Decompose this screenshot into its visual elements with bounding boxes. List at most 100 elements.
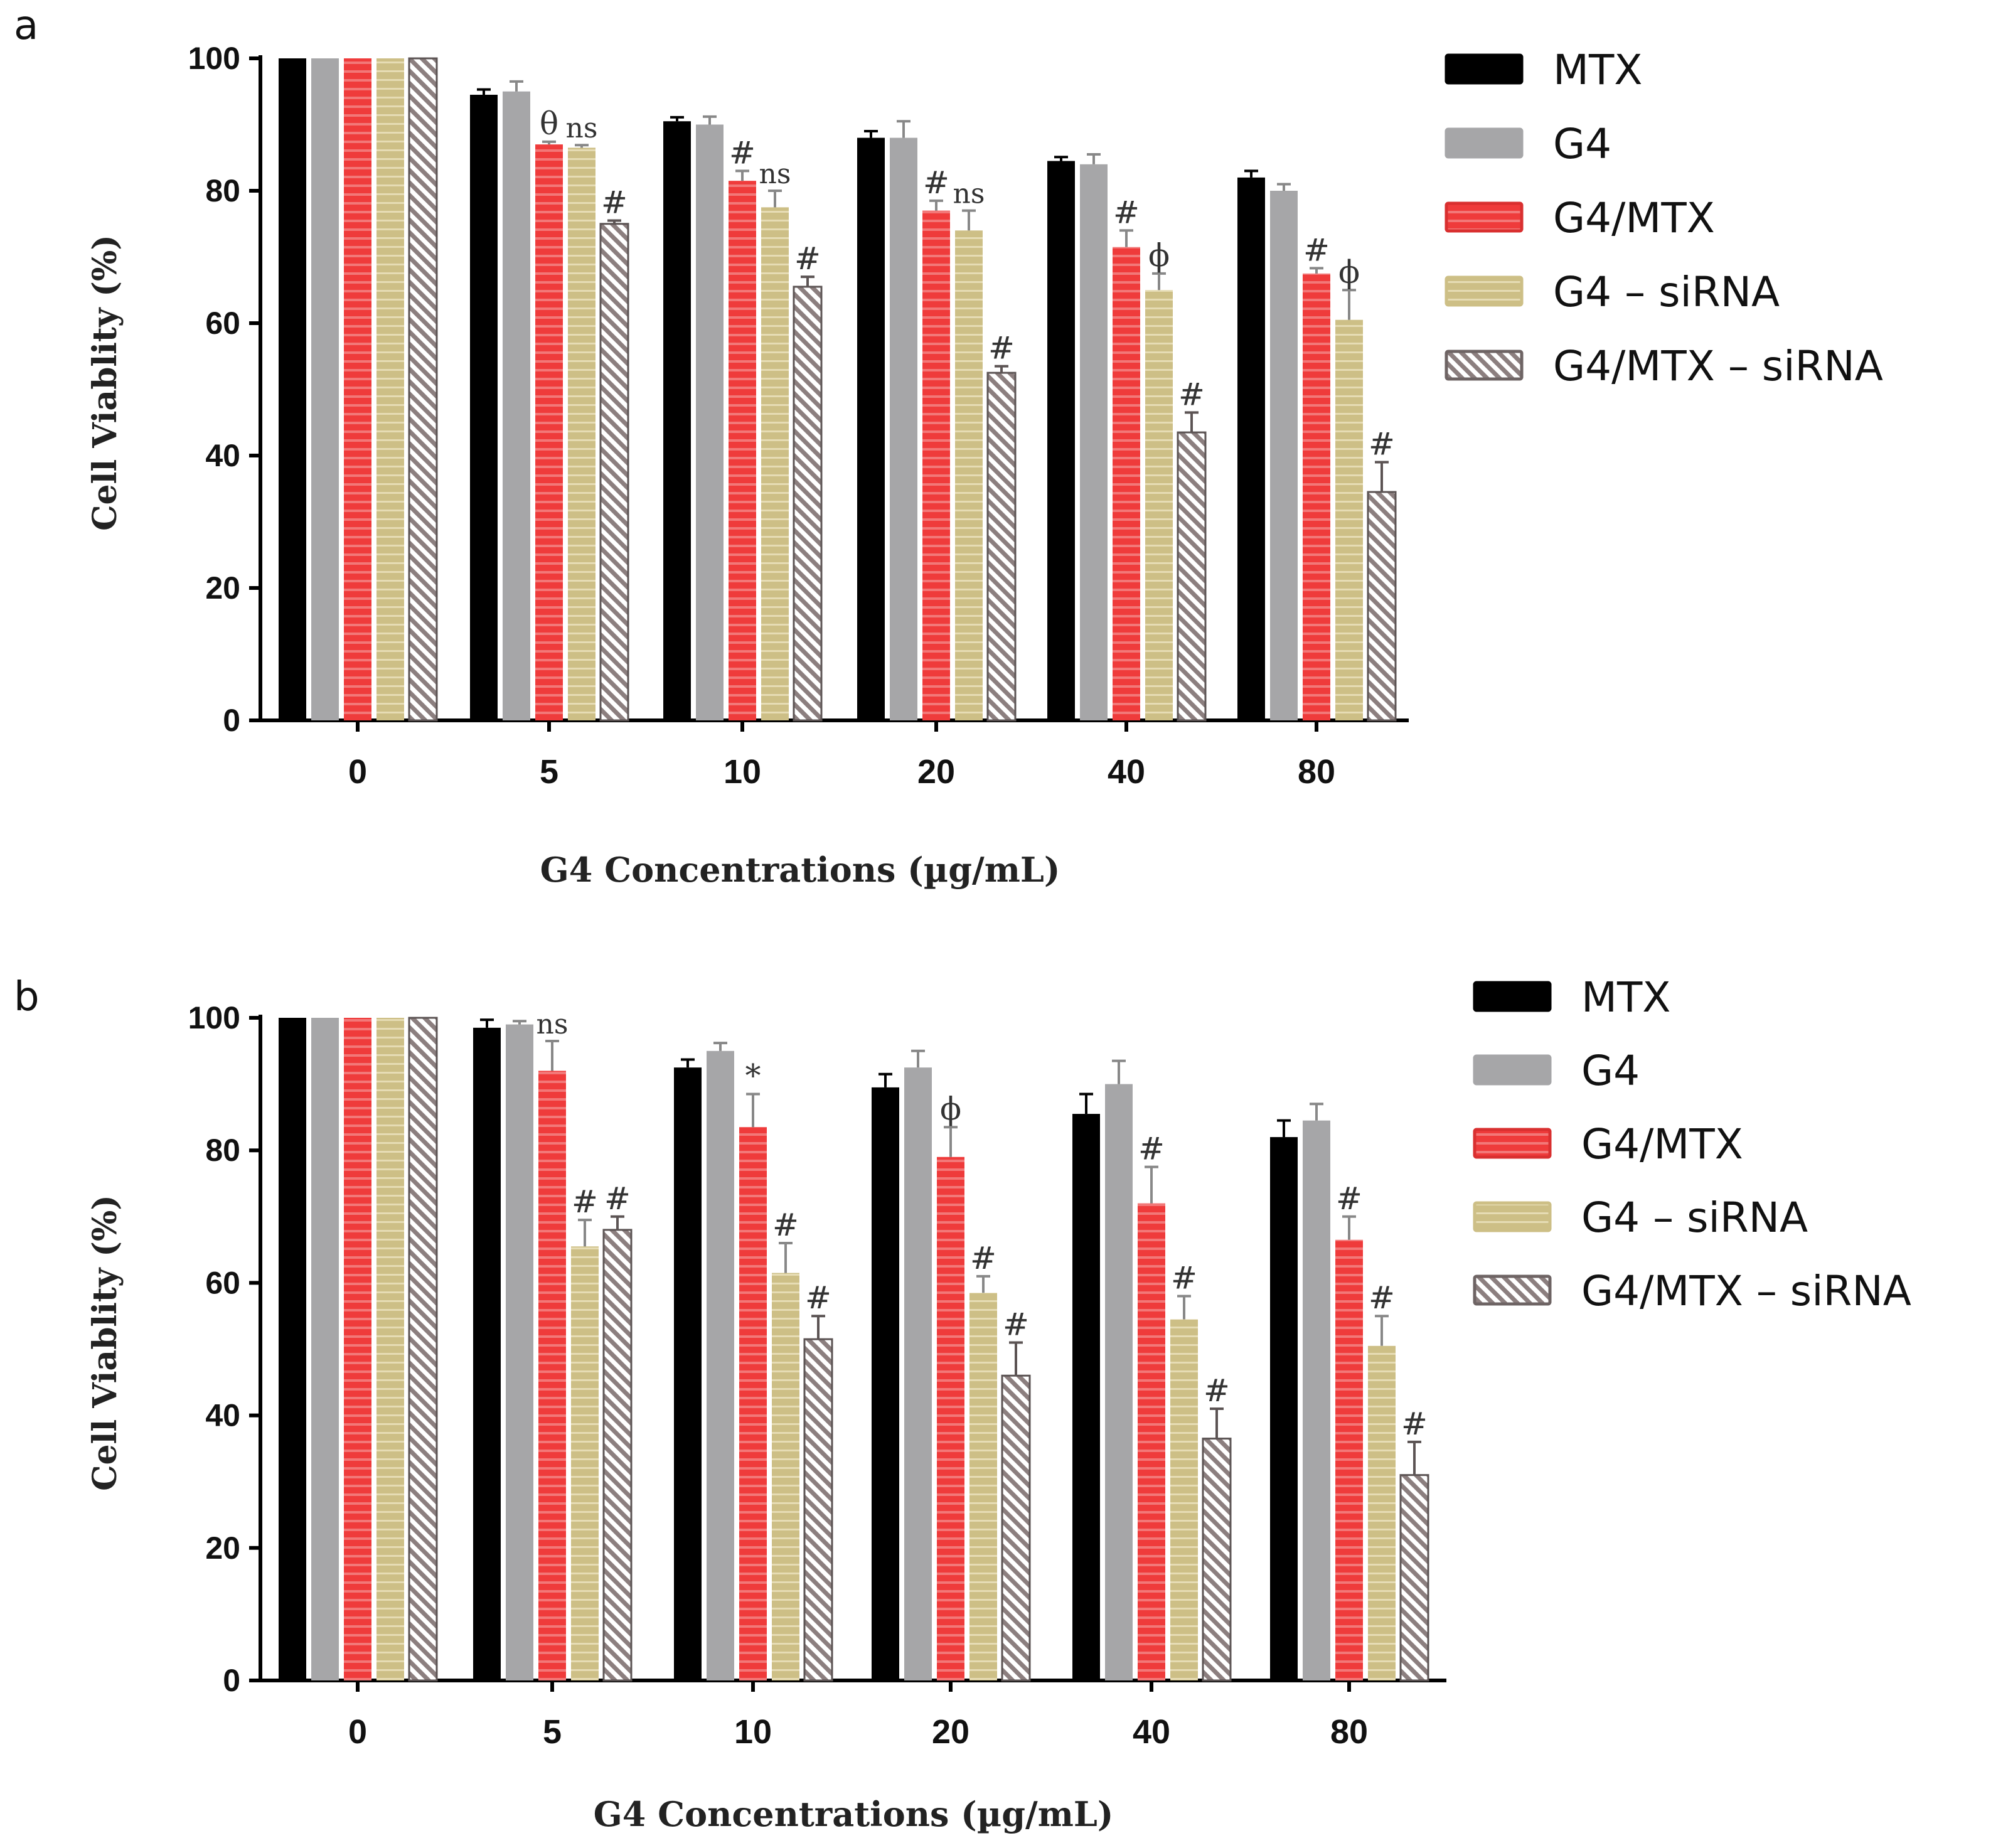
significance-label: ϕ <box>1338 254 1360 290</box>
bar-g4 <box>311 58 339 720</box>
legend-swatch <box>1473 1128 1552 1159</box>
legend-label: G4 <box>1553 120 1611 168</box>
legend-swatch <box>1473 1274 1552 1306</box>
bar-g4 <box>506 1024 533 1680</box>
bar-mtx <box>674 1067 702 1680</box>
significance-label: # <box>1113 194 1140 230</box>
bar-mtx <box>1047 161 1075 720</box>
bar-g4 <box>890 137 917 721</box>
panel-a: a Cell Viablity (%) G4 Concentrations (µ… <box>14 3 1883 890</box>
legend-swatch <box>1473 1201 1552 1232</box>
legend-swatch <box>1445 275 1524 307</box>
legend-swatch <box>1445 53 1524 85</box>
bar-g4-mtx-sirna <box>986 371 1017 722</box>
y-tick-label: 60 <box>205 306 240 341</box>
y-tick-label: 100 <box>188 1000 240 1035</box>
y-tick-label: 80 <box>205 173 240 208</box>
bar-g4-mtx-sirna <box>793 286 823 722</box>
legend-label: G4 – siRNA <box>1553 268 1780 316</box>
y-axis-title-a: Cell Viablity (%) <box>86 235 124 531</box>
x-axis-title-a: G4 Concentrations (µg/mL) <box>540 850 1060 890</box>
significance-label: # <box>1171 1260 1197 1296</box>
significance-label: # <box>1336 1180 1362 1217</box>
x-tick-label: 10 <box>734 1713 772 1751</box>
significance-label: # <box>1401 1406 1428 1442</box>
bar-g4-mtx-sirna <box>599 223 629 722</box>
y-tick-label: 0 <box>223 703 240 738</box>
bar-g4-sirna <box>1368 1345 1396 1680</box>
bar-g4-mtx <box>937 1156 964 1680</box>
x-tick-label: 40 <box>1133 1713 1170 1751</box>
bar-g4-mtx <box>739 1127 767 1680</box>
significance-label: # <box>923 164 949 201</box>
bar-g4-mtx <box>538 1071 566 1680</box>
legend-swatch <box>1445 350 1524 381</box>
y-tick-label: 20 <box>205 1530 240 1566</box>
bar-g4-mtx <box>1335 1239 1363 1680</box>
significance-label: # <box>1204 1372 1230 1409</box>
y-tick-label: 0 <box>223 1663 240 1698</box>
significance-label: ns <box>759 158 791 190</box>
significance-label: ϕ <box>940 1091 961 1127</box>
bar-g4 <box>1270 191 1298 720</box>
bar-g4 <box>311 1018 339 1680</box>
significance-label: # <box>572 1183 598 1220</box>
significance-label: # <box>604 1180 631 1217</box>
significance-label: # <box>1369 1279 1395 1316</box>
significance-label: ns <box>953 178 985 210</box>
bar-g4-mtx-sirna <box>1001 1374 1031 1682</box>
significance-label: # <box>970 1240 996 1276</box>
x-tick-label: 5 <box>540 753 558 791</box>
y-tick-label: 20 <box>205 570 240 606</box>
bar-g4-sirna <box>955 230 983 720</box>
bar-g4 <box>696 124 724 720</box>
bar-g4 <box>1080 164 1108 720</box>
bar-g4-mtx-sirna <box>803 1338 833 1682</box>
panel-b: b Cell Viablity (%) G4 Concentrations (µ… <box>14 973 1911 1834</box>
bar-g4-mtx <box>535 144 563 720</box>
x-tick-label: 20 <box>932 1713 969 1751</box>
y-tick-label: 60 <box>205 1265 240 1300</box>
x-tick-label: 0 <box>348 1713 367 1751</box>
bar-g4-mtx <box>344 58 371 720</box>
bar-mtx <box>857 137 885 721</box>
significance-label: # <box>601 184 628 220</box>
x-tick-label: 5 <box>543 1713 562 1751</box>
significance-label: θ <box>540 105 558 142</box>
x-tick-label: 80 <box>1298 753 1335 791</box>
significance-label: # <box>1303 232 1330 268</box>
bar-mtx <box>473 1027 501 1680</box>
x-tick-label: 10 <box>724 753 761 791</box>
bar-g4-mtx <box>344 1018 371 1680</box>
significance-label: # <box>729 134 756 171</box>
significance-label: # <box>772 1207 799 1243</box>
significance-label: # <box>1003 1306 1029 1342</box>
bar-g4-sirna <box>568 147 595 721</box>
bar-g4-mtx-sirna <box>408 1017 438 1682</box>
bar-g4-mtx-sirna <box>1202 1438 1232 1682</box>
legend-label: MTX <box>1553 46 1642 94</box>
x-tick-label: 80 <box>1330 1713 1368 1751</box>
legend-label: MTX <box>1581 973 1670 1022</box>
bar-mtx <box>663 121 691 721</box>
legend-swatch <box>1445 201 1524 233</box>
x-tick-label: 0 <box>348 753 367 791</box>
bar-g4-sirna <box>772 1273 799 1680</box>
bar-g4-mtx-sirna <box>1399 1474 1429 1682</box>
bar-g4 <box>1303 1120 1330 1680</box>
x-tick-label: 40 <box>1108 753 1145 791</box>
legend-label: G4/MTX <box>1581 1120 1743 1168</box>
significance-label: # <box>805 1279 831 1316</box>
significance-label: ϕ <box>1148 237 1170 274</box>
bar-mtx <box>872 1087 899 1680</box>
legend-b: MTX G4 G4/MTX G4 – siRNA G4/MTX – siRNA <box>1473 973 1911 1315</box>
y-tick-label: 100 <box>188 41 240 76</box>
legend-swatch <box>1473 1054 1552 1086</box>
significance-label: * <box>745 1057 761 1094</box>
bar-g4-sirna <box>761 207 789 720</box>
bar-g4-mtx-sirna <box>1367 491 1397 722</box>
significance-label: ns <box>566 112 598 144</box>
significance-label: # <box>794 240 821 277</box>
legend-label: G4 <box>1581 1047 1640 1095</box>
